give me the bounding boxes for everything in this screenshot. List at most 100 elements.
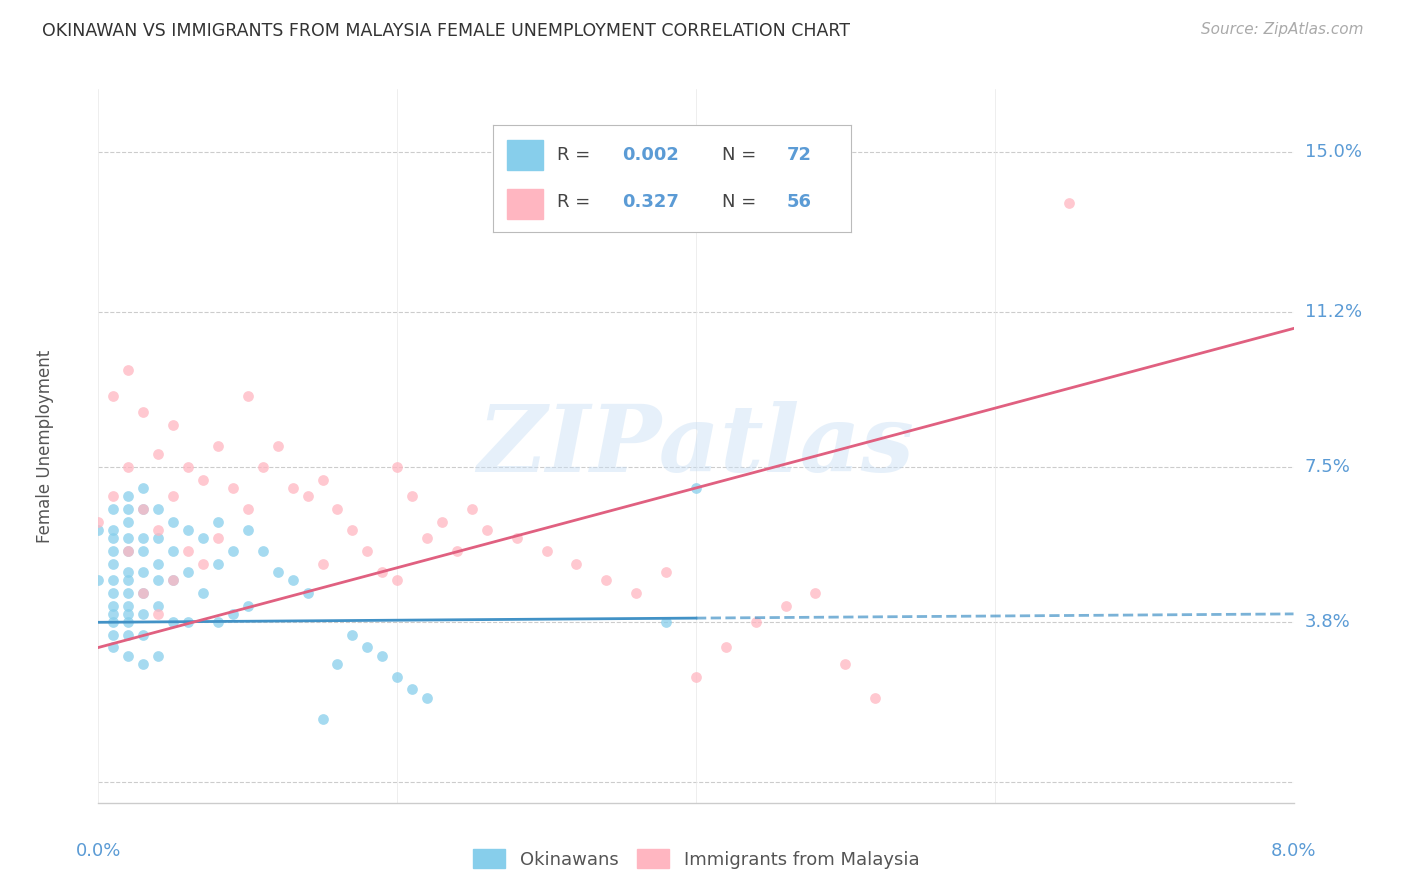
Point <box>148 502 170 516</box>
Point <box>177 565 200 579</box>
Point <box>148 557 170 571</box>
Point <box>162 615 184 630</box>
Text: 3.8%: 3.8% <box>1305 614 1350 632</box>
Point <box>117 363 139 377</box>
Point <box>297 489 319 503</box>
Point <box>252 544 274 558</box>
Point <box>177 460 200 475</box>
Point <box>132 565 155 579</box>
Point <box>401 682 423 697</box>
Text: 0.0%: 0.0% <box>76 842 121 860</box>
Point <box>207 532 229 546</box>
Point <box>401 489 423 503</box>
Point <box>103 557 125 571</box>
Point <box>132 544 155 558</box>
Point <box>103 502 125 516</box>
Point <box>117 607 139 621</box>
Point <box>297 586 319 600</box>
Point <box>132 607 155 621</box>
Point <box>385 460 409 475</box>
Point <box>177 523 200 537</box>
Point <box>342 523 364 537</box>
Point <box>207 615 229 630</box>
Point <box>252 460 274 475</box>
Point <box>371 565 394 579</box>
Point <box>117 615 139 630</box>
Point <box>624 586 647 600</box>
Point <box>281 574 304 588</box>
Point <box>103 489 125 503</box>
Point <box>117 648 139 663</box>
Point <box>132 481 155 495</box>
Point <box>536 544 558 558</box>
Point <box>103 640 125 655</box>
Point <box>207 515 229 529</box>
Point <box>87 515 110 529</box>
Point <box>236 389 259 403</box>
Point <box>162 417 184 432</box>
Point <box>117 489 139 503</box>
Point <box>162 515 184 529</box>
Text: 7.5%: 7.5% <box>1305 458 1351 476</box>
Point <box>267 439 290 453</box>
Point <box>371 648 394 663</box>
Point <box>714 640 737 655</box>
Point <box>1059 195 1081 210</box>
Point <box>148 574 170 588</box>
Point <box>162 544 184 558</box>
Point <box>132 502 155 516</box>
Point <box>236 523 259 537</box>
Point <box>191 557 214 571</box>
Point <box>117 502 139 516</box>
Point <box>103 523 125 537</box>
Point <box>132 628 155 642</box>
Point <box>385 670 409 684</box>
Point <box>103 586 125 600</box>
Point <box>117 515 139 529</box>
Point <box>475 523 498 537</box>
Point <box>745 615 768 630</box>
Point <box>103 574 125 588</box>
Point <box>103 544 125 558</box>
Point <box>117 544 139 558</box>
Point <box>132 657 155 672</box>
Point <box>148 607 170 621</box>
Point <box>267 565 290 579</box>
Point <box>148 447 170 461</box>
Point <box>162 489 184 503</box>
Point <box>281 481 304 495</box>
Point <box>162 574 184 588</box>
Point <box>222 544 245 558</box>
Text: Female Unemployment: Female Unemployment <box>35 350 53 542</box>
Point <box>311 557 333 571</box>
Point <box>103 607 125 621</box>
Point <box>685 481 707 495</box>
Text: OKINAWAN VS IMMIGRANTS FROM MALAYSIA FEMALE UNEMPLOYMENT CORRELATION CHART: OKINAWAN VS IMMIGRANTS FROM MALAYSIA FEM… <box>42 22 851 40</box>
Point <box>148 599 170 613</box>
Point <box>655 615 678 630</box>
Point <box>103 615 125 630</box>
Point <box>236 599 259 613</box>
Point <box>222 607 245 621</box>
Point <box>342 628 364 642</box>
Point <box>177 544 200 558</box>
Point <box>236 502 259 516</box>
Point <box>87 523 110 537</box>
Point <box>117 544 139 558</box>
Point <box>117 599 139 613</box>
Point <box>117 565 139 579</box>
Point <box>207 439 229 453</box>
Point <box>385 574 409 588</box>
Legend: Okinawans, Immigrants from Malaysia: Okinawans, Immigrants from Malaysia <box>465 842 927 876</box>
Point <box>103 599 125 613</box>
Point <box>132 502 155 516</box>
Point <box>356 640 378 655</box>
Point <box>132 586 155 600</box>
Text: 15.0%: 15.0% <box>1305 143 1361 161</box>
Point <box>117 460 139 475</box>
Point <box>103 532 125 546</box>
Point <box>804 586 827 600</box>
Point <box>595 574 617 588</box>
Point <box>863 690 886 705</box>
Text: Source: ZipAtlas.com: Source: ZipAtlas.com <box>1201 22 1364 37</box>
